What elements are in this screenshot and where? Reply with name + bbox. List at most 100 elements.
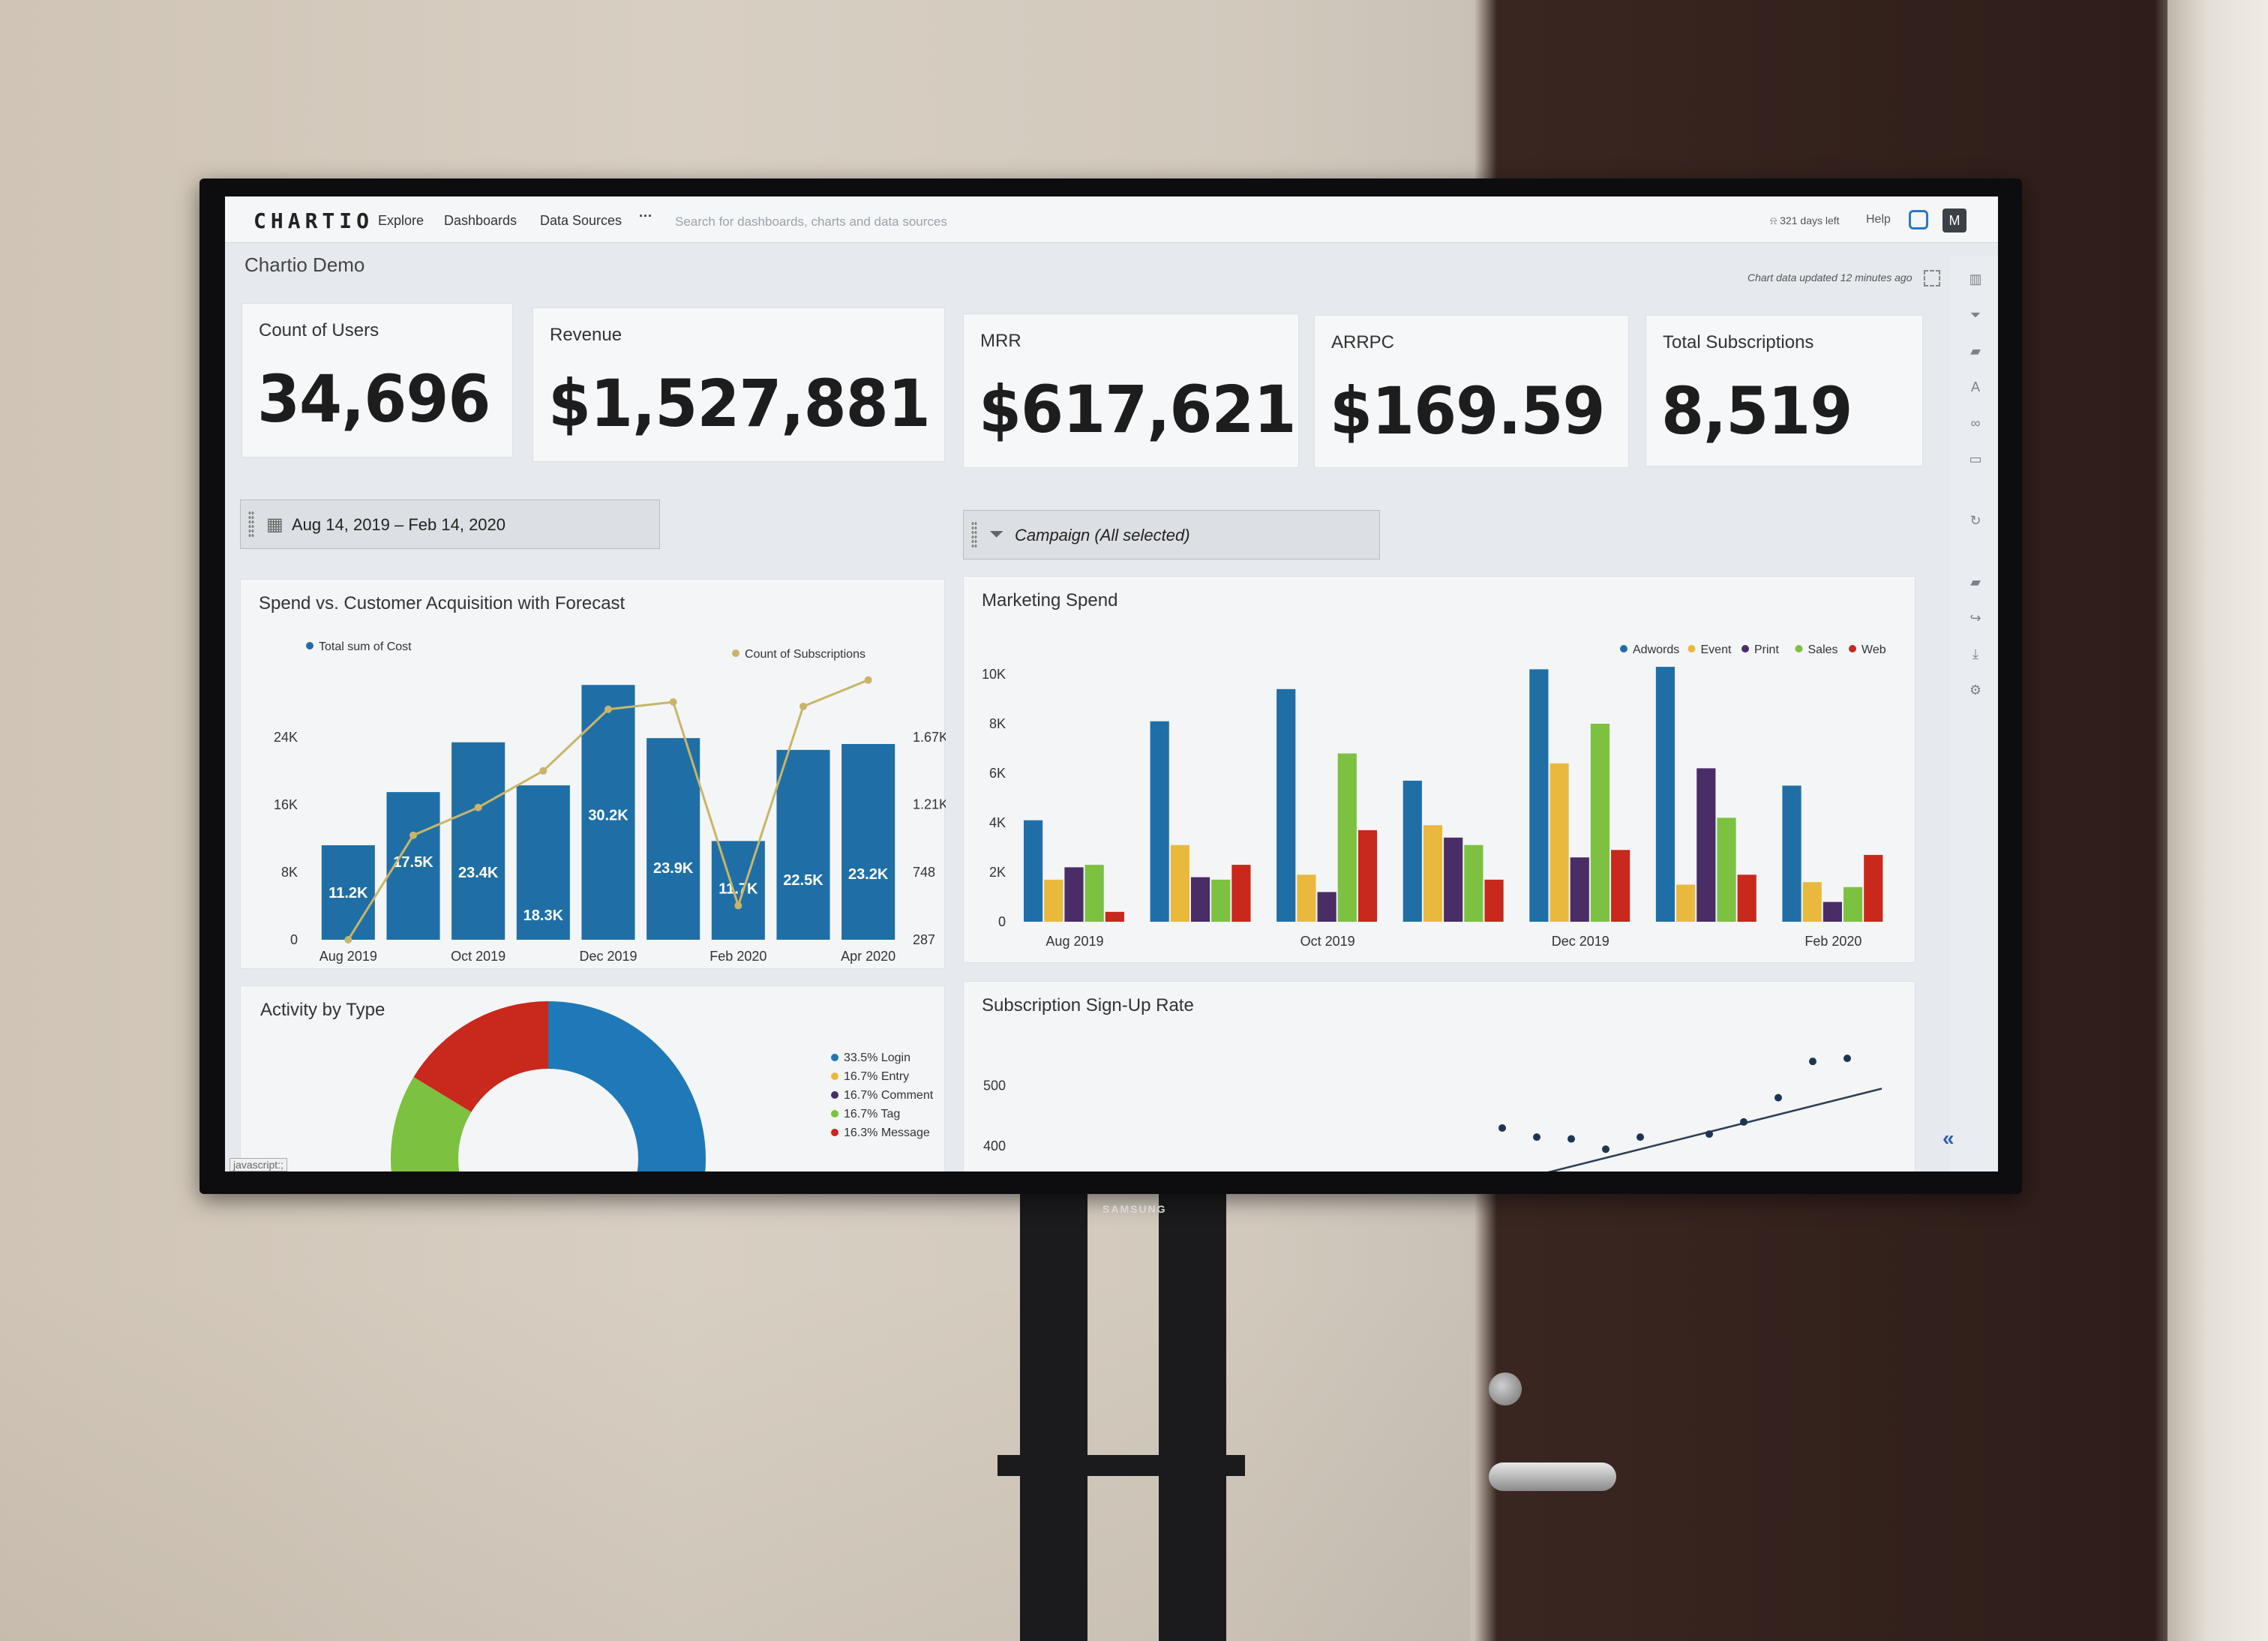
date-range-filter[interactable]: ▦ Aug 14, 2019 – Feb 14, 2020 [240,500,660,549]
bar-data-label: 11.2K [328,885,368,902]
funnel-icon: ⏷ [989,524,1004,544]
tv-stand-right [1159,1192,1226,1641]
tv-stand-left [1020,1192,1088,1641]
legend-entry: Sales [1808,644,1838,656]
x-tick-label: Dec 2019 [1552,934,1610,949]
y-tick-label: 500 [983,1078,1006,1093]
bell-icon: ⍾ [1770,214,1778,226]
share-icon[interactable]: ↪ [1970,610,1982,626]
campaign-filter[interactable]: ⏷ Campaign (All selected) [963,510,1380,560]
refresh-icon[interactable]: ↻ [1970,513,1982,528]
legend-entry: Event [1701,644,1732,656]
bar [1232,865,1251,922]
collapse-panel-button[interactable]: « [1942,1126,1954,1150]
x-tick-label: Feb 2020 [1804,934,1862,949]
kpi-value: $617,621 [979,373,1297,448]
pie-slice [391,1077,472,1172]
legend-entry: Print [1754,644,1779,656]
kpi-total-subscriptions[interactable]: Total Subscriptions 8,519 [1646,315,1923,466]
bar-data-label: 23.9K [653,860,694,877]
bar [1190,877,1210,922]
drag-handle-icon[interactable] [248,511,254,538]
bar [1064,867,1084,922]
line-point [864,676,872,684]
bar [1550,763,1569,922]
bar [1044,879,1064,922]
nav-dashboards[interactable]: Dashboards [444,213,518,228]
nav-more[interactable]: ··· [639,208,652,224]
trial-days-left: ⍾ 321 days left [1770,214,1840,226]
legend-marker [1795,645,1803,652]
bar [1402,780,1422,922]
bar [1696,768,1716,922]
door-frame [2168,0,2268,1641]
scatter-point [1533,1133,1540,1142]
calendar-icon: ▦ [266,514,284,535]
panel-title: Marketing Spend [982,590,1118,610]
legend-entry: 16.7% Entry [844,1070,909,1083]
notifications-icon[interactable] [1909,210,1928,230]
drag-handle-icon[interactable] [971,521,977,548]
y-tick-label: 400 [983,1138,1006,1154]
kpi-mrr[interactable]: MRR $617,621 [963,314,1299,468]
bar [1464,844,1484,922]
search-input[interactable]: Search for dashboards, charts and data s… [675,214,947,229]
bar-data-label: 18.3K [524,908,564,924]
dashboard-title: Chartio Demo [244,254,365,276]
image-icon[interactable]: ▭ [1969,452,1982,466]
kpi-arrpc[interactable]: ARRPC $169.59 [1314,315,1629,468]
nav-explore[interactable]: Explore [378,213,424,228]
status-badge: javascript:; [230,1158,287,1172]
kpi-revenue[interactable]: Revenue $1,527,881 [532,308,945,462]
app-logo[interactable]: CHARTIO [254,208,374,233]
tv-stand-base [998,1455,1245,1476]
kpi-value: 8,519 [1661,374,1852,449]
gear-icon[interactable]: ⚙ [1969,682,1982,698]
bar [321,845,375,940]
y2-tick-label: 1.67K [913,730,946,745]
panel-spend-vs-acquisition: Spend vs. Customer Acquisition with Fore… [240,579,946,969]
fullscreen-icon[interactable] [1924,270,1940,286]
comment-icon[interactable]: ▰ [1970,574,1981,590]
kpi-count-of-users[interactable]: Count of Users 34,696 [242,303,513,458]
floor [0,1275,1470,1641]
link-icon[interactable]: ∞ [1970,416,1981,430]
x-tick-label: Dec 2019 [579,949,637,964]
y-tick-label: 8K [989,716,1006,731]
avatar[interactable]: M [1942,208,1966,232]
legend-marker [1849,645,1856,652]
bar [1358,830,1378,922]
y2-tick-label: 287 [913,932,935,947]
bar [1843,886,1863,922]
activity-chart: 33.5% Login 16.7% Entry 16.7% Comment 16.7%… [391,1001,934,1172]
download-icon[interactable]: ⤓ [1972,646,1978,662]
text-icon[interactable]: A [1970,380,1980,394]
kpi-value: $1,527,881 [548,367,931,442]
y2-tick-label: 748 [913,865,935,880]
y-tick-label: 2K [989,865,1006,880]
bar [1317,892,1336,922]
nav-data-sources[interactable]: Data Sources [540,213,622,228]
trend-line [1547,1088,1882,1172]
chart-icon[interactable]: ▥ [1969,272,1982,286]
bar [1611,850,1630,922]
bar [1782,785,1802,922]
tv-brand-logo: SAMSUNG [1102,1203,1167,1215]
bar [1717,818,1736,922]
panel-title: Spend vs. Customer Acquisition with Fore… [259,593,626,614]
y-tick-label: 8K [281,865,298,880]
legend-marker [831,1129,838,1136]
legend-marker [306,642,314,650]
bar-data-label: 11.7K [718,880,758,897]
bar [1276,688,1296,922]
kpi-label: Count of Users [259,320,380,340]
y-tick-label: 0 [290,932,298,947]
y2-tick-label: 1.21K [913,797,946,812]
scatter-point [1636,1133,1644,1142]
bar [1822,902,1842,922]
help-link[interactable]: Help [1866,213,1891,226]
ruler-icon[interactable]: ▰ [1970,344,1981,358]
filter-icon[interactable]: ⏷ [1970,308,1982,322]
legend-marker [1688,645,1696,652]
bar [1297,874,1316,922]
